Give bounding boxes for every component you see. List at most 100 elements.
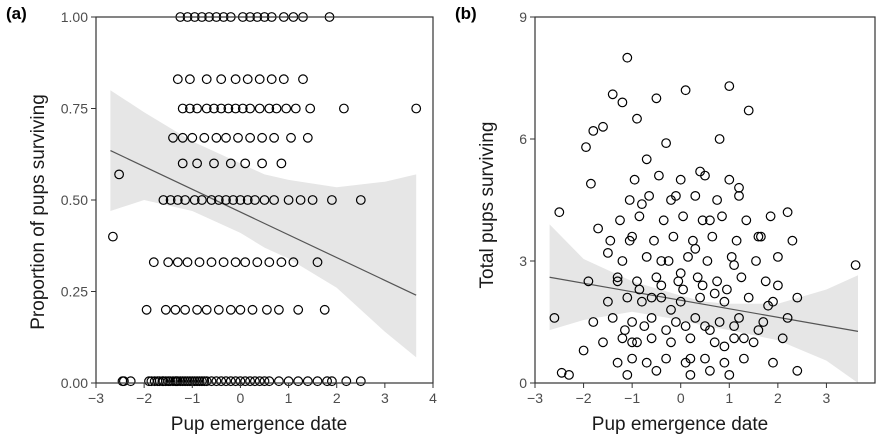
data-point bbox=[741, 215, 752, 226]
x-tick-label: 0 bbox=[237, 390, 245, 406]
data-point bbox=[175, 376, 186, 387]
data-point bbox=[719, 357, 730, 368]
data-point bbox=[702, 256, 713, 266]
data-point bbox=[641, 251, 652, 262]
data-point bbox=[675, 296, 686, 307]
data-point bbox=[724, 370, 735, 380]
data-point bbox=[617, 97, 628, 108]
data-point bbox=[743, 292, 754, 303]
data-point bbox=[773, 251, 783, 262]
data-point bbox=[339, 103, 349, 114]
data-point bbox=[230, 376, 241, 387]
data-point bbox=[773, 280, 783, 291]
data-point bbox=[295, 195, 306, 205]
data-point bbox=[242, 195, 253, 205]
data-point bbox=[588, 125, 599, 136]
data-point bbox=[654, 170, 664, 181]
data-point bbox=[187, 132, 198, 143]
data-point bbox=[216, 74, 227, 85]
data-point bbox=[792, 365, 803, 376]
data-point bbox=[588, 317, 599, 327]
data-point bbox=[549, 313, 560, 323]
data-point bbox=[107, 231, 118, 242]
data-point bbox=[675, 268, 686, 279]
data-point bbox=[170, 304, 181, 315]
data-point bbox=[307, 195, 318, 205]
data-point bbox=[782, 207, 793, 218]
data-point bbox=[271, 103, 282, 114]
data-point bbox=[180, 195, 191, 205]
data-point bbox=[697, 215, 708, 226]
data-point bbox=[196, 195, 207, 205]
data-point bbox=[184, 376, 195, 387]
data-point bbox=[617, 333, 628, 344]
x-tick-label: 3 bbox=[823, 390, 831, 406]
data-point bbox=[254, 376, 265, 387]
data-point bbox=[262, 304, 272, 315]
data-point bbox=[641, 357, 652, 368]
data-point bbox=[201, 74, 212, 85]
data-point bbox=[216, 376, 227, 387]
data-point bbox=[695, 292, 705, 303]
y-tick-label: 0 bbox=[519, 375, 527, 391]
data-point bbox=[722, 284, 732, 295]
x-tick-label: 1 bbox=[285, 390, 293, 406]
data-point bbox=[644, 190, 654, 201]
data-point bbox=[629, 174, 640, 185]
x-tick-label: −2 bbox=[576, 390, 592, 406]
data-point bbox=[632, 337, 642, 348]
data-point bbox=[717, 211, 727, 222]
data-point bbox=[678, 211, 688, 222]
data-point bbox=[254, 103, 265, 114]
data-point bbox=[165, 195, 176, 205]
data-point bbox=[209, 158, 219, 169]
data-point bbox=[673, 276, 684, 287]
data-point bbox=[760, 276, 771, 287]
data-point bbox=[709, 288, 720, 299]
data-point bbox=[709, 337, 720, 348]
data-point bbox=[671, 317, 681, 327]
y-axis-title-b: Total pups surviving bbox=[477, 122, 498, 289]
data-point bbox=[259, 195, 270, 205]
data-point bbox=[288, 257, 299, 268]
data-point bbox=[276, 158, 287, 169]
data-point bbox=[756, 231, 766, 242]
data-point bbox=[281, 103, 292, 114]
data-point bbox=[714, 134, 725, 144]
data-point bbox=[293, 376, 304, 387]
data-point bbox=[612, 276, 623, 287]
data-point bbox=[177, 158, 188, 169]
data-point bbox=[221, 195, 231, 205]
data-point bbox=[729, 321, 739, 332]
data-point bbox=[627, 337, 637, 348]
data-point bbox=[298, 74, 308, 85]
data-point bbox=[556, 367, 567, 378]
data-point bbox=[242, 74, 253, 85]
data-point bbox=[209, 103, 219, 114]
data-point bbox=[705, 215, 715, 226]
data-point bbox=[254, 74, 265, 85]
data-point bbox=[245, 132, 256, 143]
data-point bbox=[180, 304, 191, 315]
data-point bbox=[201, 304, 212, 315]
data-point bbox=[237, 103, 248, 114]
data-point bbox=[319, 304, 330, 315]
data-point bbox=[593, 223, 603, 234]
data-point bbox=[302, 376, 313, 387]
x-axis-title-a: Pup emergence date bbox=[171, 414, 347, 435]
data-point bbox=[729, 260, 739, 271]
data-point bbox=[758, 317, 769, 327]
data-point bbox=[218, 257, 229, 268]
data-point bbox=[581, 142, 591, 153]
data-point bbox=[627, 317, 637, 327]
data-point bbox=[739, 353, 749, 364]
data-point bbox=[615, 215, 625, 226]
data-point bbox=[586, 178, 596, 189]
data-point bbox=[233, 132, 243, 143]
data-point bbox=[225, 158, 236, 169]
data-point bbox=[622, 292, 633, 303]
data-point bbox=[276, 257, 287, 268]
y-tick-label: 0.00 bbox=[61, 375, 88, 391]
data-point bbox=[649, 235, 659, 246]
data-point bbox=[206, 257, 217, 268]
